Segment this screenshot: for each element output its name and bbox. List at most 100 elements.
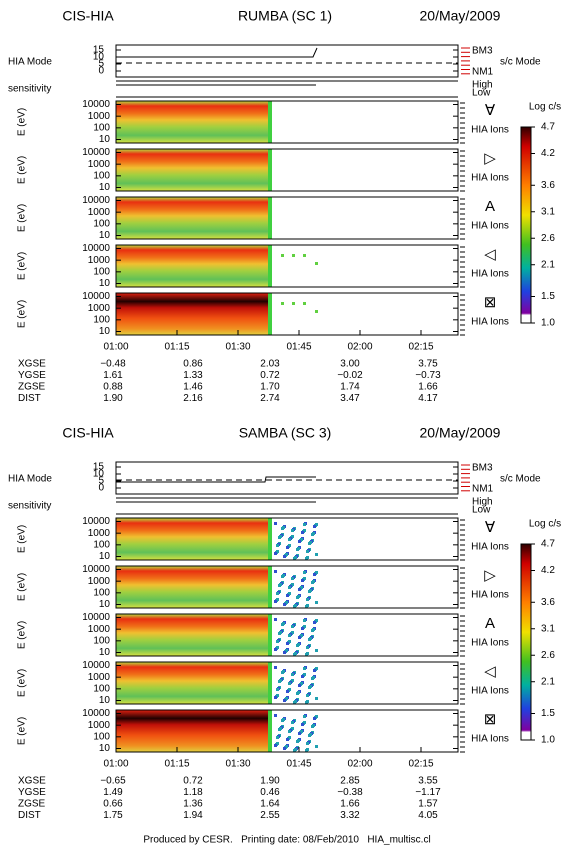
sparse-pixel: [274, 666, 277, 669]
panel-frame: [115, 196, 459, 240]
panel-label: HIA Ions: [471, 542, 509, 553]
hia-mode-line: [116, 47, 318, 58]
colorbar-label: Log c/s: [529, 102, 561, 113]
ephemeris-value: 3.75: [418, 359, 438, 370]
instrument: CIS-HIA: [62, 8, 114, 24]
ephemeris-label: YGSE: [18, 787, 46, 798]
mode-tick-label: 5: [98, 476, 104, 487]
colorbar-tick-label: 1.0: [541, 318, 555, 329]
x-tick-label: 01:45: [286, 759, 311, 770]
sparse-pixel: [293, 653, 296, 656]
sparse-pixel: [296, 644, 299, 647]
x-tick-label: 01:00: [103, 759, 128, 770]
sparse-pixel: [298, 540, 301, 543]
panel-frame: [115, 709, 459, 753]
spectrogram-edge: [268, 662, 272, 704]
sparse-pixel: [315, 553, 318, 556]
sparse-pixel: [298, 588, 301, 591]
y-axis-label: E (eV): [17, 108, 28, 136]
sparse-pixel: [274, 522, 277, 525]
sc-mode-label: s/c Mode: [500, 474, 541, 485]
sparse-pixel: [303, 254, 306, 257]
sparse-pixel: [291, 577, 294, 580]
sparse-pixel: [288, 586, 291, 589]
direction-symbol: ◁: [484, 663, 496, 680]
y-tick-label: 100: [93, 683, 110, 694]
ephemeris-value: −0.65: [100, 776, 126, 787]
direction-symbol: ∀: [485, 102, 496, 119]
sparse-pixel: [291, 529, 294, 532]
y-tick-label: 100: [93, 635, 110, 646]
colorbar-tick-label: 2.6: [541, 650, 555, 661]
panel-label: HIA Ions: [471, 125, 509, 136]
sparse-pixel: [278, 536, 281, 539]
colorbar-tick-label: 1.5: [541, 291, 555, 302]
spectrogram-image: [116, 662, 272, 704]
ephemeris-value: 1.33: [183, 370, 203, 381]
ephemeris-value: 2.16: [183, 393, 203, 404]
y-tick-label: 10000: [82, 99, 110, 110]
sparse-pixel: [305, 749, 308, 752]
direction-symbol: ⊠: [484, 294, 497, 311]
ephemeris-value: −0.73: [415, 370, 441, 381]
spectrogram-edge: [268, 566, 272, 608]
colorbar-tick-label: 2.1: [541, 259, 555, 270]
y-tick-label: 10000: [82, 195, 110, 206]
ephemeris-label: YGSE: [18, 370, 46, 381]
sparse-pixel: [281, 671, 284, 674]
x-tick-label: 02:00: [347, 759, 372, 770]
sparse-pixel: [298, 732, 301, 735]
x-tick-label: 02:15: [408, 759, 433, 770]
sparse-pixel: [276, 688, 279, 691]
y-tick-label: 100: [93, 266, 110, 277]
sparse-pixel: [301, 579, 304, 582]
ephemeris-value: 1.36: [183, 799, 203, 810]
sparse-pixel: [288, 634, 291, 637]
colorbar-tick-label: 1.0: [541, 735, 555, 746]
sparse-pixel: [283, 555, 286, 558]
sensitivity-level: High: [472, 497, 493, 508]
y-tick-label: 1000: [88, 624, 111, 635]
y-tick-label: 1000: [88, 672, 111, 683]
panel-label: HIA Ions: [471, 734, 509, 745]
mode-tick-label: 5: [98, 59, 104, 70]
ephemeris-value: 3.32: [340, 810, 360, 821]
sparse-pixel: [274, 714, 277, 717]
spectrogram-image: [116, 518, 272, 560]
ephemeris-value: 0.46: [260, 787, 280, 798]
sparse-pixel: [303, 667, 306, 670]
panel-frame: [115, 517, 459, 561]
y-tick-label: 1000: [88, 576, 111, 587]
sparse-pixel: [306, 550, 309, 553]
spectrogram-edge: [268, 293, 272, 335]
y-tick-label: 10: [99, 743, 111, 754]
sparse-pixel: [313, 717, 316, 720]
sparse-pixel: [315, 697, 318, 700]
ephemeris-value: 1.49: [103, 787, 123, 798]
x-tick-label: 01:15: [164, 759, 189, 770]
mode-label: HIA Mode: [8, 57, 52, 68]
y-tick-label: 100: [93, 170, 110, 181]
sparse-pixel: [276, 640, 279, 643]
sparse-pixel: [276, 544, 279, 547]
panel-frame: [115, 613, 459, 657]
sparse-pixel: [301, 627, 304, 630]
spectrogram-edge: [268, 614, 272, 656]
sparse-pixel: [292, 302, 295, 305]
direction-symbol: A: [485, 198, 495, 215]
ephemeris-value: −0.02: [337, 370, 363, 381]
sparse-pixel: [311, 581, 314, 584]
sparse-pixel: [293, 557, 296, 560]
x-tick-label: 01:30: [225, 342, 250, 353]
panel-frame: [115, 100, 459, 144]
mode-frame: [115, 44, 459, 78]
sparse-pixel: [274, 696, 277, 699]
sparse-pixel: [313, 525, 316, 528]
ephemeris-label: DIST: [18, 810, 41, 821]
y-axis-label: E (eV): [17, 252, 28, 280]
sparse-pixel: [315, 601, 318, 604]
sparse-pixel: [281, 575, 284, 578]
mode-tick-label: 10: [93, 52, 105, 63]
ephemeris-value: 2.55: [260, 810, 280, 821]
y-axis-label: E (eV): [17, 573, 28, 601]
